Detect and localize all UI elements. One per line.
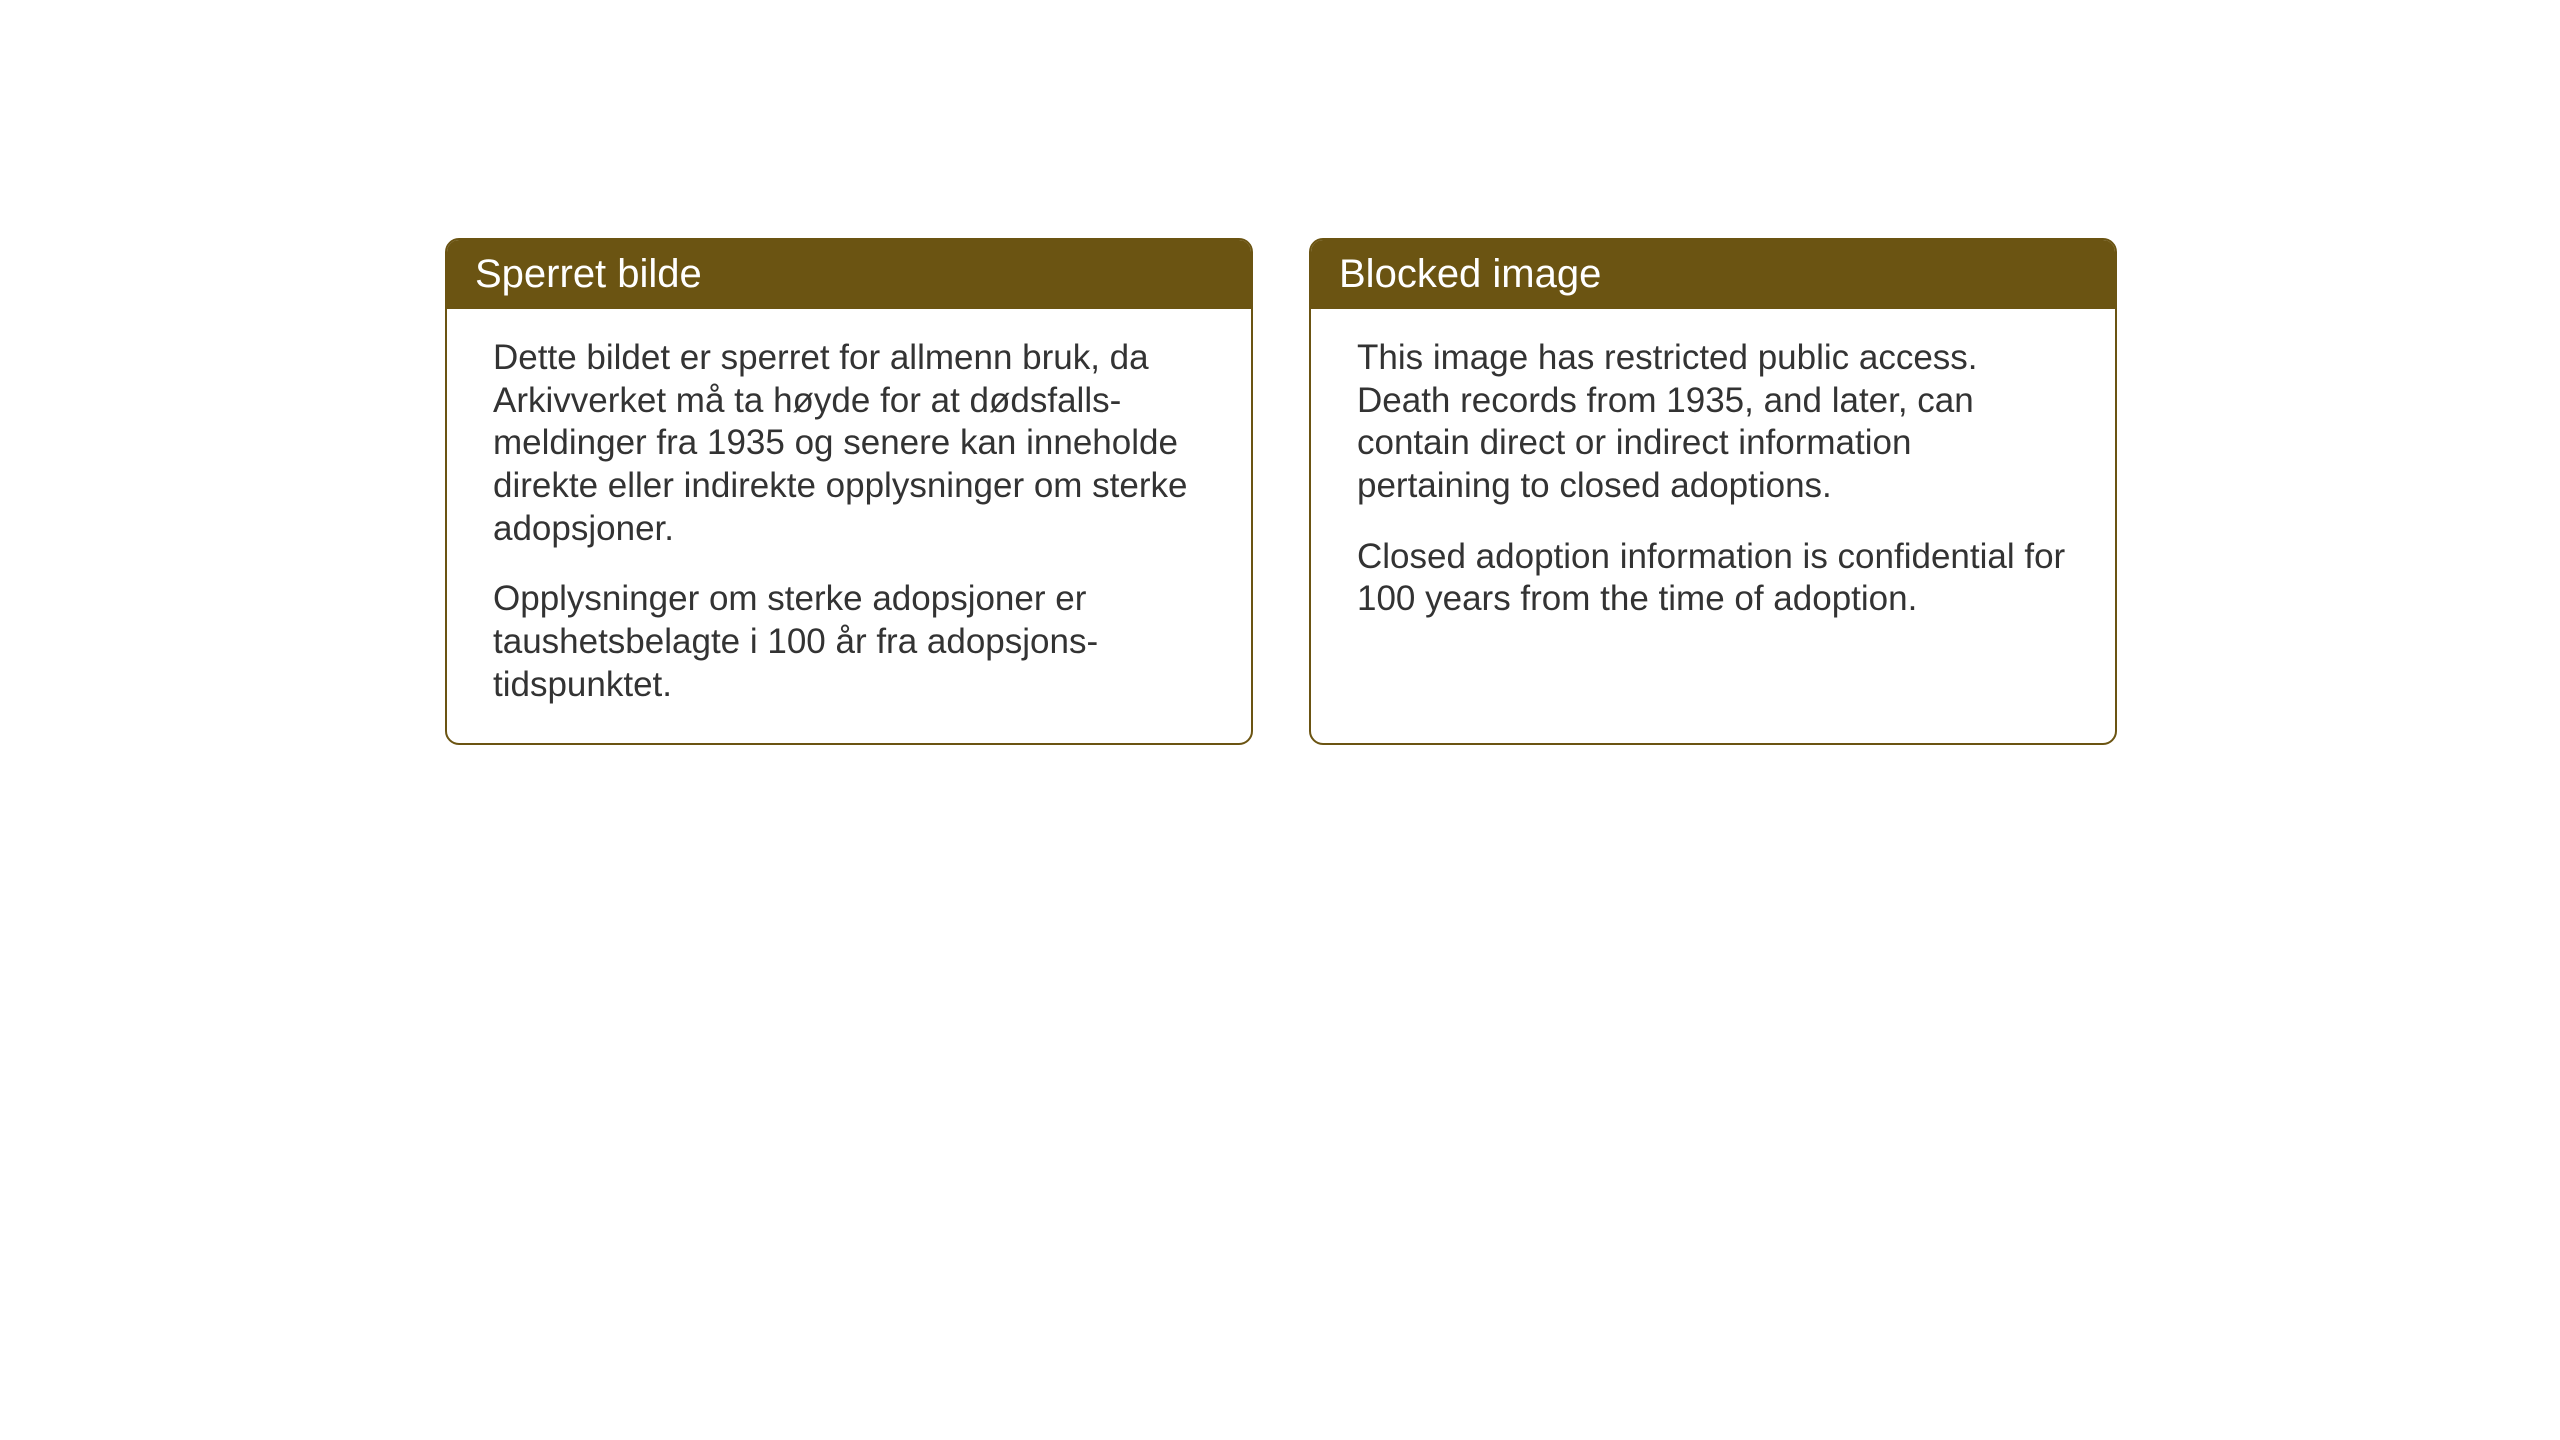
notice-cards-container: Sperret bilde Dette bildet er sperret fo…	[0, 0, 2560, 745]
card-paragraph: This image has restricted public access.…	[1357, 337, 2069, 508]
card-paragraph: Opplysninger om sterke adopsjoner er tau…	[493, 578, 1205, 706]
card-paragraph: Dette bildet er sperret for allmenn bruk…	[493, 337, 1205, 550]
card-header-norwegian: Sperret bilde	[447, 240, 1251, 309]
notice-card-norwegian: Sperret bilde Dette bildet er sperret fo…	[445, 238, 1253, 745]
card-body-norwegian: Dette bildet er sperret for allmenn bruk…	[447, 309, 1251, 743]
card-paragraph: Closed adoption information is confident…	[1357, 536, 2069, 621]
card-header-english: Blocked image	[1311, 240, 2115, 309]
card-title: Blocked image	[1339, 252, 1601, 296]
card-title: Sperret bilde	[475, 252, 702, 296]
card-body-english: This image has restricted public access.…	[1311, 309, 2115, 657]
notice-card-english: Blocked image This image has restricted …	[1309, 238, 2117, 745]
